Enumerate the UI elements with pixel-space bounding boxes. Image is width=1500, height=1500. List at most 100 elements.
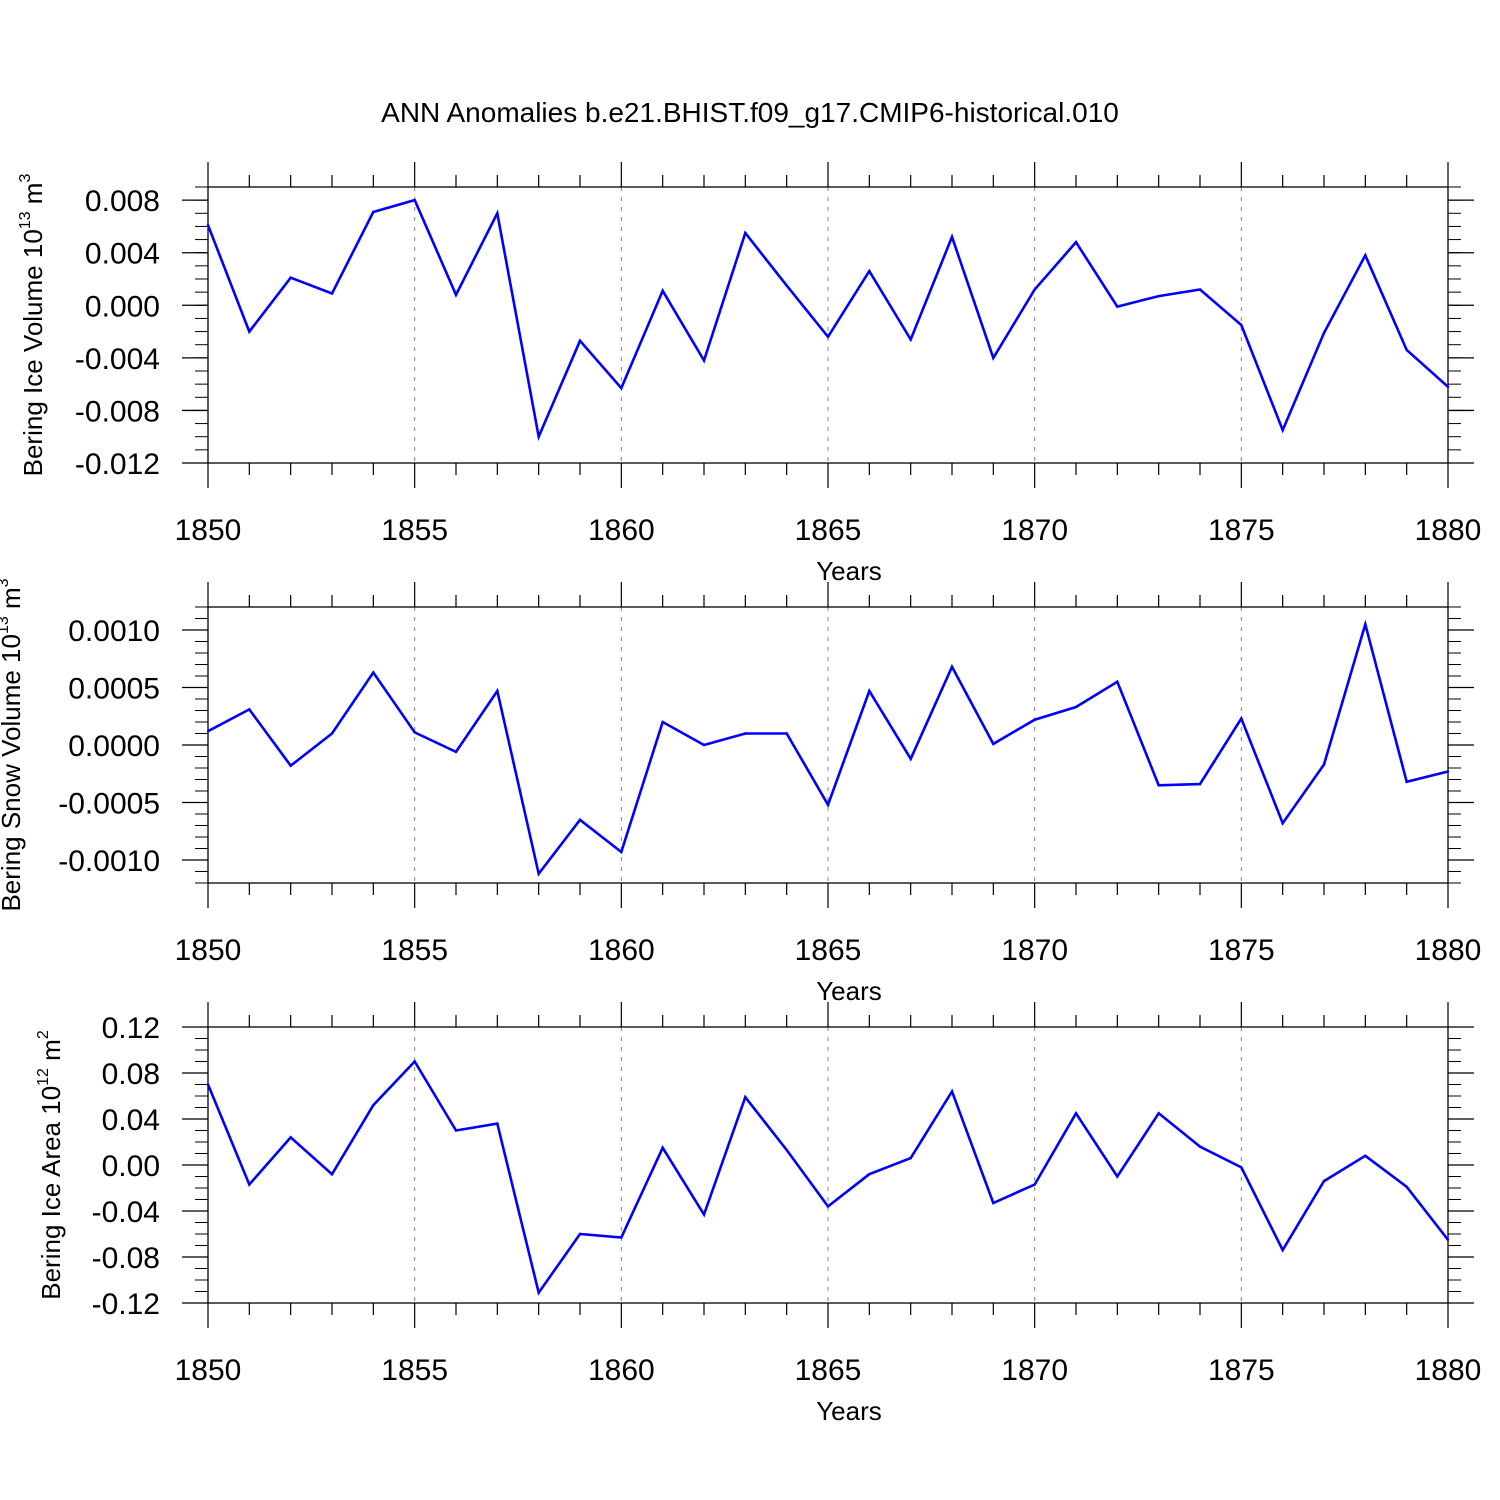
data-point	[1198, 782, 1202, 786]
x-tick-label: 1875	[1208, 1354, 1275, 1387]
data-point	[1240, 1166, 1243, 1169]
y-tick-label: 0.00	[102, 1150, 160, 1183]
data-point	[744, 732, 747, 735]
data-point	[992, 356, 995, 360]
data-point	[1322, 331, 1326, 335]
data-point	[248, 708, 251, 711]
y-axis-title: Bering Ice Volume 1013 m3	[17, 174, 48, 477]
data-point	[289, 764, 292, 767]
data-point	[1405, 348, 1408, 352]
x-axis-title: Years	[816, 556, 882, 586]
data-point	[909, 757, 912, 760]
data-point	[1281, 428, 1284, 432]
x-tick-label: 1865	[795, 934, 862, 967]
data-point	[868, 1173, 871, 1176]
y-tick-label: 0.08	[102, 1058, 160, 1091]
data-point	[496, 212, 499, 215]
data-point	[1074, 705, 1078, 709]
y-tick-label: -0.008	[75, 395, 160, 428]
data-point	[496, 1122, 499, 1125]
data-point	[1322, 763, 1326, 766]
data-point	[206, 1083, 210, 1086]
y-tick-label: -0.12	[92, 1288, 160, 1321]
data-point	[744, 231, 747, 235]
x-tick-label: 1870	[1001, 1354, 1068, 1387]
x-tick-label: 1865	[795, 514, 862, 547]
data-point	[785, 1148, 788, 1152]
x-tick-label: 1880	[1415, 934, 1482, 967]
data-point	[1364, 623, 1367, 626]
data-point	[1281, 1248, 1284, 1252]
data-point	[620, 386, 623, 390]
data-point	[1074, 1112, 1078, 1115]
data-point	[537, 1291, 540, 1294]
x-tick-label: 1860	[588, 934, 655, 967]
data-point	[1157, 784, 1160, 787]
data-point	[1157, 1112, 1160, 1115]
data-point	[537, 872, 540, 875]
y-tick-label: -0.012	[75, 448, 160, 481]
data-point	[1116, 305, 1119, 308]
data-point	[454, 293, 458, 296]
data-point	[1033, 288, 1036, 291]
data-point	[950, 1090, 954, 1093]
x-tick-label: 1865	[795, 1354, 862, 1387]
data-point	[661, 720, 664, 724]
data-point	[1446, 770, 1450, 773]
data-point	[206, 730, 210, 733]
data-point	[661, 289, 664, 293]
y-tick-label: -0.0010	[58, 845, 160, 878]
x-tick-label: 1880	[1415, 514, 1482, 547]
y-tick-label: -0.0005	[58, 788, 160, 821]
data-point	[454, 750, 458, 754]
data-point	[289, 1136, 292, 1139]
data-point	[868, 689, 871, 693]
data-point	[620, 850, 623, 854]
data-point	[1033, 1183, 1036, 1186]
data-point	[454, 1129, 458, 1132]
y-tick-label: -0.04	[92, 1196, 160, 1229]
data-point	[992, 742, 995, 746]
data-point	[950, 665, 954, 668]
y-tick-label: -0.08	[92, 1242, 160, 1275]
y-tick-label: 0.0010	[68, 615, 160, 648]
panel-3: 0.12 0.08 0.04 0.00 -0.04 -0.08 -0.12 1850 1855 1…	[35, 1002, 1481, 1426]
y-tick-label: 0.004	[85, 238, 160, 271]
data-point	[413, 198, 416, 202]
data-point	[537, 435, 540, 438]
x-tick-label: 1855	[381, 514, 448, 547]
panel-1: 0.008 0.004 0.000 -0.004 -0.008 -0.012 1850 185…	[17, 162, 1481, 586]
y-tick-label: 0.0000	[68, 730, 160, 763]
x-tick-label: 1855	[381, 1354, 448, 1387]
data-point	[785, 284, 788, 287]
data-point	[330, 732, 334, 735]
y-axis-title: Bering Ice Area 1012 m2	[35, 1030, 66, 1300]
data-point	[372, 210, 375, 214]
data-point	[413, 1060, 416, 1063]
data-point	[578, 818, 582, 821]
data-point	[578, 339, 582, 342]
data-point	[372, 1104, 375, 1107]
data-point	[826, 335, 830, 339]
x-tick-label: 1875	[1208, 514, 1275, 547]
data-point	[1405, 1185, 1408, 1189]
panels: 0.008 0.004 0.000 -0.004 -0.008 -0.012 1850 185…	[0, 162, 1481, 1426]
data-point	[744, 1095, 747, 1099]
x-tick-label: 1850	[175, 1354, 242, 1387]
data-point	[1116, 680, 1119, 683]
data-point	[1405, 780, 1408, 783]
data-point	[1157, 294, 1160, 298]
x-tick-label: 1870	[1001, 514, 1068, 547]
data-point	[785, 732, 788, 735]
data-point	[1198, 288, 1202, 291]
data-point	[950, 235, 954, 239]
chart-title: ANN Anomalies b.e21.BHIST.f09_g17.CMIP6-…	[381, 97, 1119, 128]
data-point	[1364, 1154, 1367, 1158]
data-point	[248, 330, 251, 333]
data-point	[1240, 323, 1243, 327]
data-point	[1116, 1175, 1119, 1178]
x-tick-label: 1880	[1415, 1354, 1482, 1387]
x-tick-label: 1875	[1208, 934, 1275, 967]
